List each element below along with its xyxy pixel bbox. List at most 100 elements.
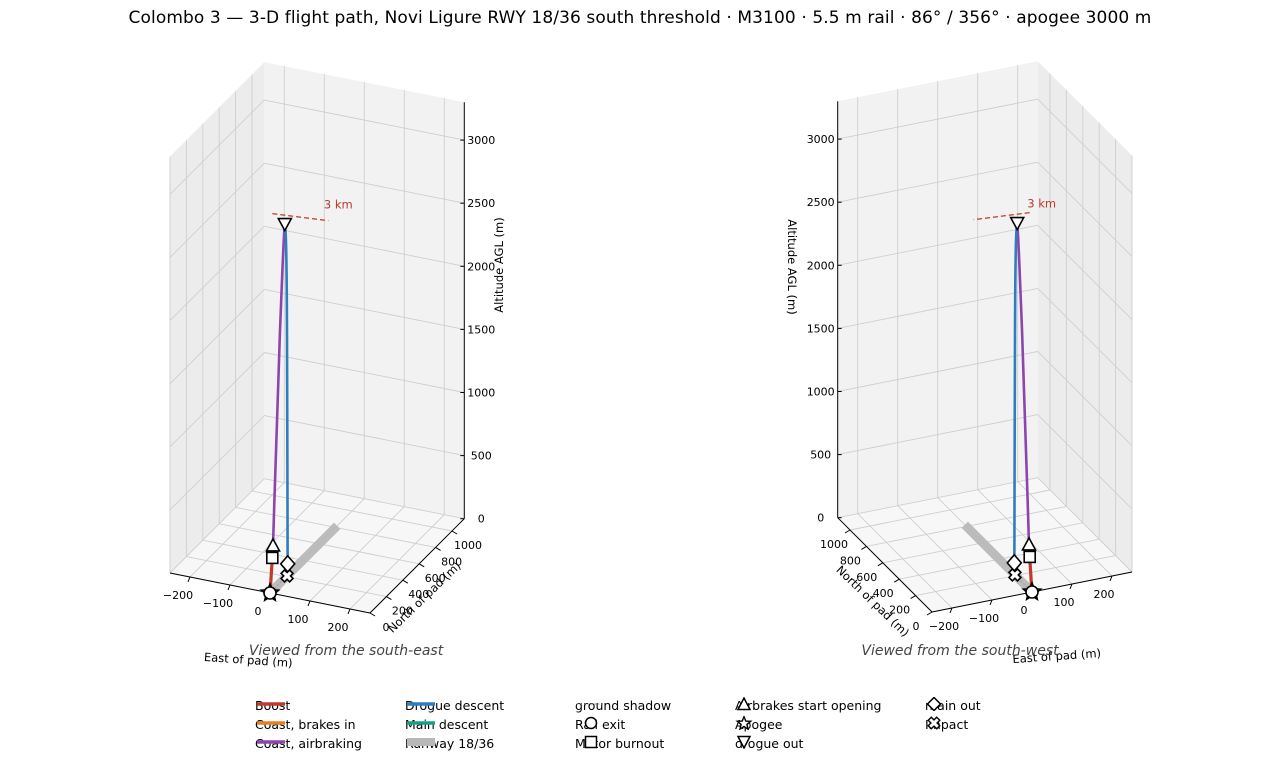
legend-item: Drogue descent [405,697,504,715]
y-tick-label: 0 [383,621,390,634]
legend-label: drogue out [735,736,804,751]
legend-item: Impact [925,716,968,734]
x-tick-label: 0 [255,605,262,618]
y-tick-label: 600 [425,572,446,585]
z-tick-label: 2000 [807,259,835,272]
x-axis-label: East of pad (m) [1012,646,1101,666]
x-tick-label: −200 [163,589,193,602]
legend-label: Motor burnout [575,736,665,751]
airbrakes-start-marker [1021,536,1037,551]
z-tick-label: 1000 [467,387,495,400]
x-tick-label: −200 [929,620,959,633]
legend: Boost Coast, brakes in Coast, airbraking Dr… [255,697,1075,757]
z-tick-label: 500 [810,449,831,462]
legend-item: Boost [255,697,290,715]
view-caption: Viewed from the south-west [861,643,1059,659]
legend-item: drogue out [735,735,803,753]
legend-swatch [407,721,435,725]
view-caption: Viewed from the south-east [249,643,444,659]
legend-item: ground shadow [575,697,671,715]
x-tick-label: 0 [1021,604,1028,617]
drogue-descent-segment [1013,221,1019,565]
z-tick-label: 2500 [467,197,495,210]
motor-burnout-marker [1023,550,1037,564]
legend-label: ground shadow [575,698,672,713]
z-tick-label: 1000 [807,386,835,399]
motor-burnout-marker [265,551,279,565]
airbrakes-start-marker [265,537,281,552]
x-tick-label: −100 [203,597,233,610]
y-tick-label: 600 [856,571,877,584]
legend-swatch [926,697,942,711]
x-axis-label: East of pad (m) [204,650,293,670]
legend-item: Coast, brakes in [255,716,356,734]
legend-swatch [407,702,435,706]
z-tick-label: 2500 [807,196,835,209]
y-tick-label: 800 [441,555,462,568]
legend-swatch [407,738,435,746]
coast-airbraking-segment [1015,221,1031,547]
legend-item: Apogee [735,716,782,734]
z-tick-label: 3000 [807,133,835,146]
km-marker-line [272,213,329,222]
legend-swatch [257,721,285,725]
z-tick-label: 1500 [807,322,835,335]
z-tick-label: 3000 [467,134,495,147]
x-tick-label: 100 [1054,596,1075,609]
legend-item: Motor burnout [575,735,664,753]
y-tick-label: 1000 [454,539,482,552]
legend-swatch [257,740,285,744]
impact-marker [1007,567,1023,583]
drogue-descent-segment [283,222,289,566]
y-tick-label: 400 [408,588,429,601]
legend-item: Main descent [405,716,488,734]
rail-exit-marker [263,586,277,600]
x-tick-label: 200 [328,621,349,634]
x-tick-label: −100 [969,612,999,625]
legend-swatch [736,697,752,711]
z-axis-label: Altitude AGL (m) [785,219,799,314]
legend-item: main out [925,697,981,715]
impact-marker [279,568,295,584]
y-tick-label: 0 [913,620,920,633]
km-marker-label: 3 km [1027,197,1056,211]
z-axis-label: Altitude AGL (m) [492,217,506,312]
y-tick-label: 200 [392,605,413,618]
legend-swatch [736,735,752,749]
y-tick-label: 800 [840,554,861,567]
z-tick-label: 0 [817,512,824,525]
legend-swatch [927,716,941,730]
y-tick-label: 400 [873,587,894,600]
legend-label: Airbrakes start opening [735,698,882,713]
legend-label: Main descent [405,717,489,732]
km-marker-line [973,212,1030,221]
z-tick-label: 500 [471,450,492,463]
x-tick-label: 100 [288,613,309,626]
legend-item: Rail exit [575,716,625,734]
legend-label: Drogue descent [405,698,505,713]
rail-exit-marker [1025,585,1039,599]
legend-item: Runway 18/36 [405,735,494,753]
legend-item: Airbrakes start opening [735,697,881,715]
chart-title: Colombo 3 — 3-D flight path, Novi Ligure… [128,8,1152,28]
legend-swatch [735,716,753,730]
z-tick-label: 2000 [467,260,495,273]
coast-airbraking-segment [271,222,287,548]
z-tick-label: 0 [478,513,485,526]
drogue-out-marker [1009,216,1026,232]
km-marker-label: 3 km [324,198,353,212]
legend-swatch [584,716,598,730]
legend-swatch [584,735,598,749]
legend-swatch [257,702,285,706]
x-tick-label: 200 [1094,588,1115,601]
panel-south-west: −200−10001002000200400600800100005001000… [785,61,1133,666]
legend-label: Coast, brakes in [255,717,356,732]
y-tick-label: 1000 [820,538,848,551]
drogue-out-marker [276,217,293,233]
legend-item: Coast, airbraking [255,735,362,753]
z-tick-label: 1500 [467,323,495,336]
y-tick-label: 200 [889,604,910,617]
legend-label: Coast, airbraking [255,736,362,751]
